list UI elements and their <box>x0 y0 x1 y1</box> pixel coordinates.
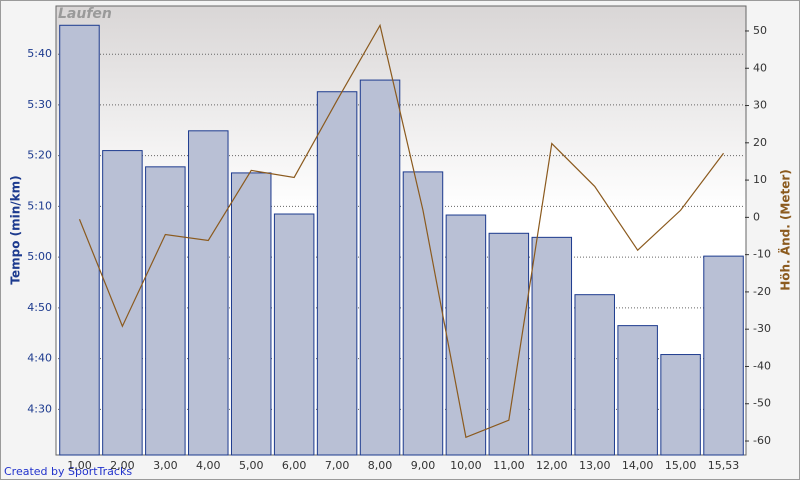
x-tick-label: 11,00 <box>493 459 525 472</box>
bar <box>703 255 744 456</box>
y2-tick-label: 30 <box>753 99 767 112</box>
bar <box>660 354 701 456</box>
y2-tick-label: 0 <box>753 210 760 223</box>
y-axis-label: Tempo (min/km) <box>9 175 23 284</box>
y2-tick-label: 50 <box>753 24 767 37</box>
bar <box>445 214 487 456</box>
x-tick-label: 8,00 <box>368 459 393 472</box>
credit: Created by SportTracks <box>4 465 132 478</box>
bar <box>145 166 186 456</box>
x-tick-label: 5,00 <box>239 459 264 472</box>
bar <box>402 171 444 456</box>
x-tick-label: 12,00 <box>536 459 568 472</box>
bar <box>359 79 401 456</box>
x-tick-label: 15,53 <box>708 459 740 472</box>
y2-tick-label: 20 <box>753 136 767 149</box>
x-tick-label: 3,00 <box>153 459 178 472</box>
x-tick-label: 2,00 <box>110 459 135 472</box>
y2-tick-label: 40 <box>753 61 767 74</box>
bar <box>102 150 143 456</box>
y-tick-label: 4:40 <box>27 352 52 365</box>
line <box>78 23 725 439</box>
bar <box>488 232 530 456</box>
bar <box>230 172 272 456</box>
x-tick-label: 13,00 <box>579 459 611 472</box>
bar <box>188 130 229 456</box>
bar <box>273 213 315 456</box>
x-tick-label: 7,00 <box>325 459 350 472</box>
y-tick-label: 5:40 <box>27 47 52 60</box>
x-tick-label: 6,00 <box>282 459 307 472</box>
bar <box>574 294 615 456</box>
x-tick-label: 4,00 <box>196 459 221 472</box>
y-tick-label: 4:30 <box>27 402 52 415</box>
y2-tick-label: -20 <box>753 285 771 298</box>
y2-axis-label: Höh. Änd. (Meter) <box>778 169 793 291</box>
y2-tick-label: -60 <box>753 434 771 447</box>
bar <box>59 24 100 456</box>
y-tick-label: 5:20 <box>27 149 52 162</box>
y2-tick-label: -30 <box>753 322 771 335</box>
x-tick-label: 10,00 <box>450 459 482 472</box>
bar <box>316 91 358 456</box>
y-tick-label: 5:10 <box>27 199 52 212</box>
x-tick-label: 1,00 <box>67 459 92 472</box>
chart-title: Laufen <box>58 6 112 22</box>
x-tick-label: 9,00 <box>411 459 436 472</box>
y-tick-label: 5:00 <box>27 250 52 263</box>
bar <box>617 325 658 456</box>
y2-tick-label: -50 <box>753 397 771 410</box>
y-tick-label: 4:50 <box>27 301 52 314</box>
y2-tick-label: 10 <box>753 173 767 186</box>
y2-tick-label: -10 <box>753 248 771 261</box>
x-tick-label: 14,00 <box>622 459 654 472</box>
bar <box>531 236 573 456</box>
y2-tick-label: -40 <box>753 359 771 372</box>
y-tick-label: 5:30 <box>27 98 52 111</box>
x-tick-label: 15,00 <box>665 459 697 472</box>
